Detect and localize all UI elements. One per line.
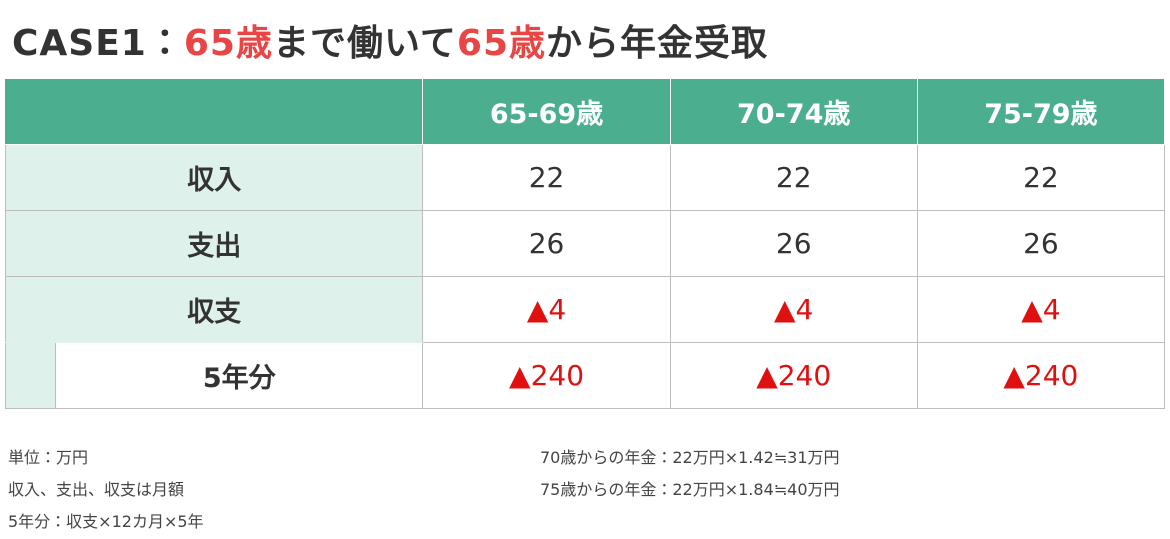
- cell: ▲240: [422, 342, 671, 409]
- note: 収入、支出、収支は月額: [8, 480, 185, 499]
- column-header: 70-74歳: [669, 78, 918, 145]
- row-label: 収入: [4, 144, 424, 211]
- table: 65-69歳 70-74歳 75-79歳 収入 22 22 22 支出 26 2…: [4, 78, 1166, 409]
- corner-cell: [4, 78, 424, 145]
- cell: 26: [916, 210, 1166, 277]
- note: 70歳からの年金：22万円×1.42≒31万円: [540, 448, 840, 467]
- cell: ▲240: [916, 342, 1166, 409]
- cell: ▲4: [916, 276, 1166, 343]
- title-part: から年金受取: [546, 23, 769, 64]
- indent-strip: [5, 342, 56, 409]
- title-highlight: 65歳: [183, 23, 273, 64]
- column-header: 65-69歳: [422, 78, 671, 145]
- cell: 22: [422, 144, 671, 211]
- title-part: CASE1：: [12, 23, 184, 64]
- cell: 26: [669, 210, 918, 277]
- note: 75歳からの年金：22万円×1.84≒40万円: [540, 480, 840, 499]
- cell: 22: [669, 144, 918, 211]
- notes-right: 70歳からの年金：22万円×1.42≒31万円 75歳からの年金：22万円×1.…: [540, 442, 840, 506]
- title: CASE1：65歳まで働いて65歳から年金受取: [12, 14, 768, 66]
- title-part: まで働いて: [272, 23, 457, 64]
- row-label: 支出: [4, 210, 424, 277]
- note: 5年分：収支×12カ月×5年: [8, 512, 204, 531]
- column-header: 75-79歳: [916, 78, 1166, 145]
- cell: 26: [422, 210, 671, 277]
- row-label: 収支: [4, 276, 424, 343]
- row: 5年分 ▲240 ▲240 ▲240: [5, 342, 1166, 409]
- notes-left: 単位：万円 収入、支出、収支は月額 5年分：収支×12カ月×5年: [8, 442, 204, 538]
- cell: ▲4: [669, 276, 918, 343]
- cell: ▲4: [422, 276, 671, 343]
- row-label: 5年分: [54, 342, 424, 409]
- cell: ▲240: [669, 342, 918, 409]
- row: 収支 ▲4 ▲4 ▲4: [4, 276, 1166, 343]
- row: 支出 26 26 26: [4, 210, 1166, 277]
- note: 単位：万円: [8, 448, 89, 467]
- title-highlight: 65歳: [456, 23, 546, 64]
- header-row: 65-69歳 70-74歳 75-79歳: [4, 78, 1166, 145]
- cell: 22: [916, 144, 1166, 211]
- row: 収入 22 22 22: [4, 144, 1166, 211]
